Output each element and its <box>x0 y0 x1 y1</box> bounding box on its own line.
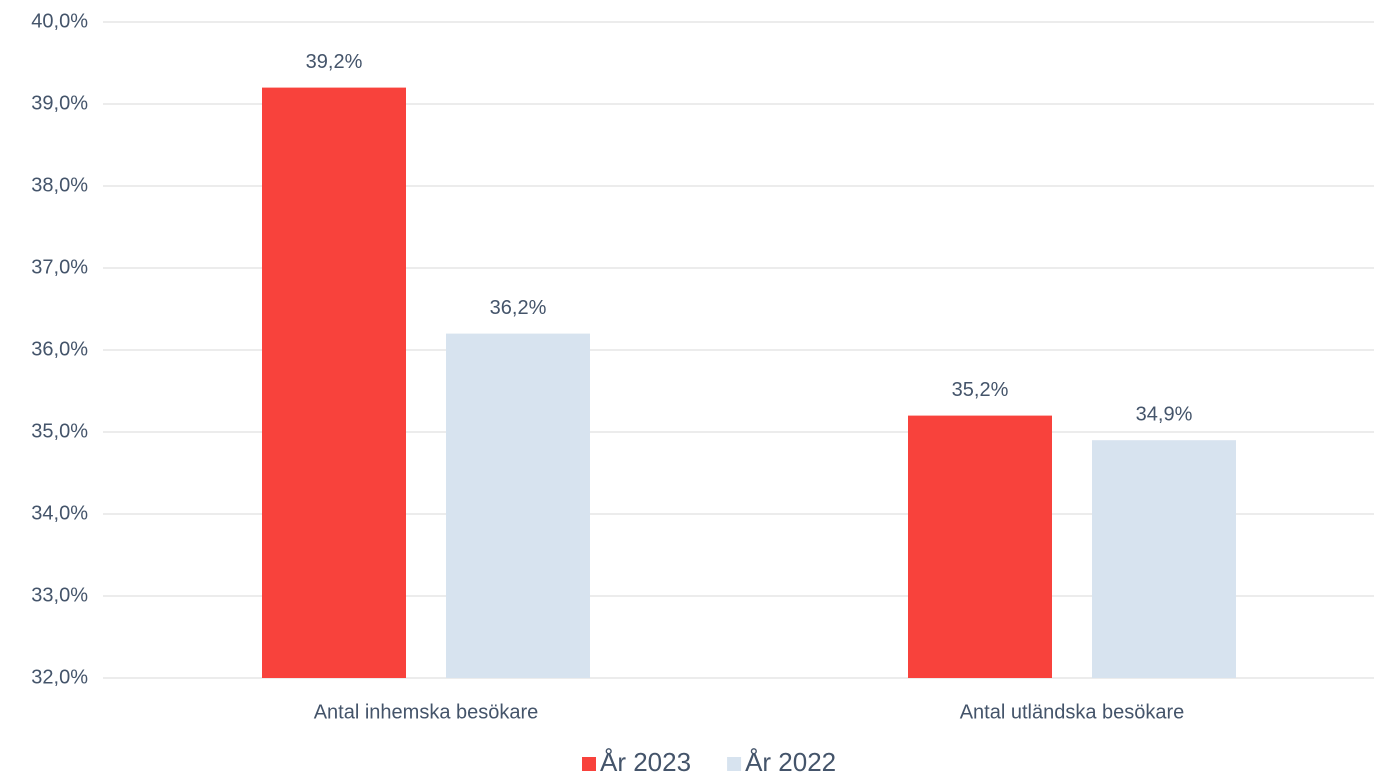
y-tick-label: 39,0% <box>31 92 88 114</box>
bar <box>1092 440 1236 678</box>
legend-label: År 2022 <box>745 747 836 777</box>
value-label: 34,9% <box>1136 403 1193 425</box>
value-label: 36,2% <box>490 297 547 319</box>
legend-swatch <box>582 757 596 771</box>
x-tick-label: Antal utländska besökare <box>960 701 1185 723</box>
value-label: 39,2% <box>306 51 363 73</box>
y-tick-label: 34,0% <box>31 502 88 524</box>
y-tick-label: 32,0% <box>31 666 88 688</box>
y-tick-label: 37,0% <box>31 256 88 278</box>
bar <box>446 333 590 678</box>
y-tick-label: 40,0% <box>31 10 88 32</box>
bar <box>262 87 406 679</box>
legend-swatch <box>727 757 742 771</box>
y-tick-label: 38,0% <box>31 174 88 196</box>
bar <box>908 415 1052 678</box>
y-tick-label: 35,0% <box>31 420 88 442</box>
value-label: 35,2% <box>952 379 1009 401</box>
x-tick-label: Antal inhemska besökare <box>314 701 539 723</box>
y-tick-label: 36,0% <box>31 338 88 360</box>
y-tick-label: 33,0% <box>31 584 88 606</box>
legend-label: År 2023 <box>600 747 691 777</box>
